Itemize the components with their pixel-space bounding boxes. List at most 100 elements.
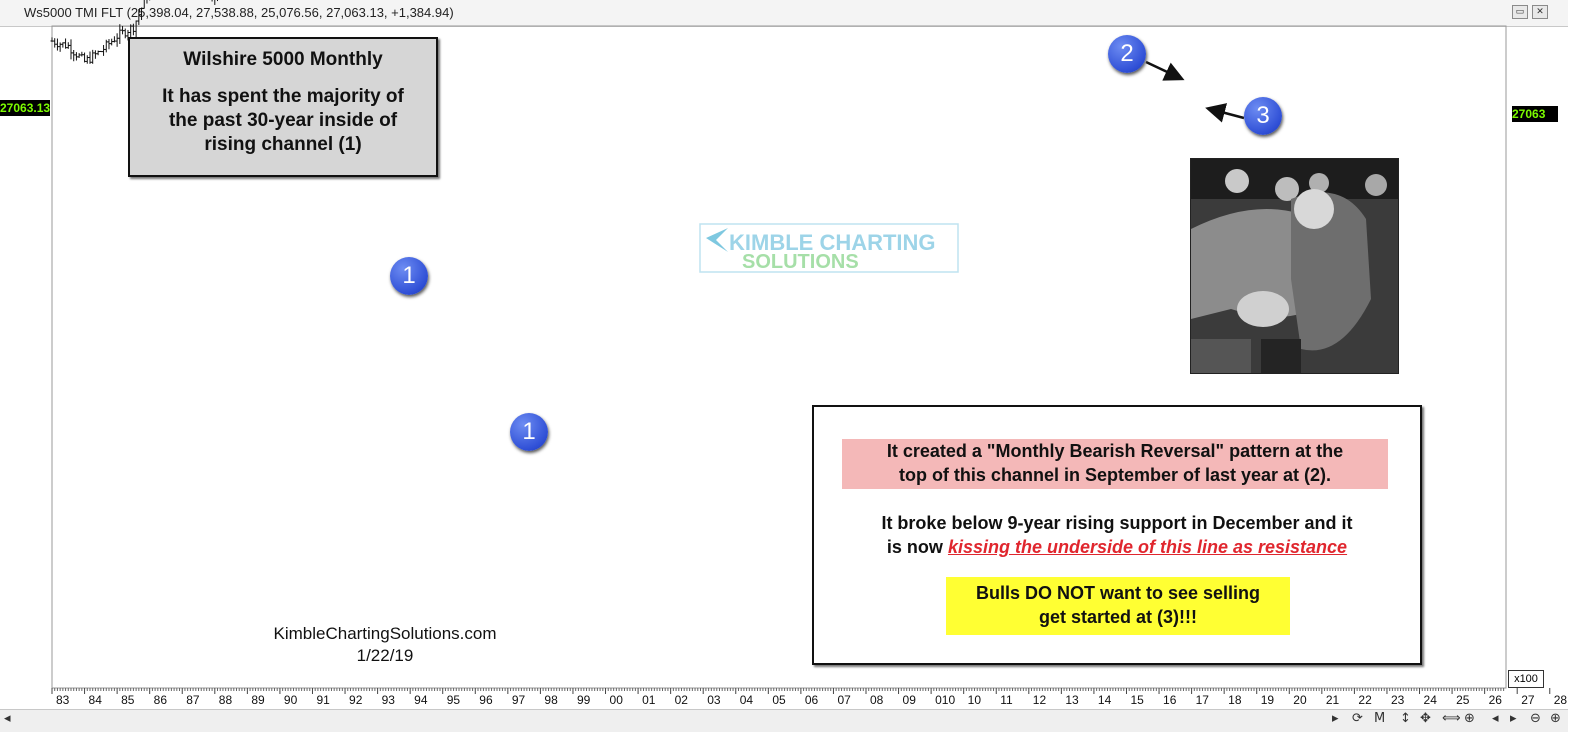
box-body-line: rising channel (1) — [204, 134, 362, 155]
x-tick-label: 85 — [121, 693, 135, 707]
watermark-logo-icon — [706, 228, 728, 252]
highlight-yellow: Bulls DO NOT want to see selling get sta… — [946, 577, 1290, 635]
x-tick-label: 87 — [186, 693, 200, 707]
x-tick-label: 16 — [1163, 693, 1177, 707]
x-tick-label: 09 — [903, 693, 917, 707]
support-line-2: is now kissing the underside of this lin… — [814, 535, 1420, 559]
x-tick-label: 010 — [935, 693, 955, 707]
x-tick-label: 83 — [56, 693, 70, 707]
x-tick-label: 11 — [1000, 693, 1013, 707]
marker-1-upper: 1 — [390, 257, 428, 295]
resistance-emphasis: kissing the underside of this line as re… — [947, 537, 1348, 557]
chart-date: 1/22/19 — [356, 646, 414, 665]
x-tick-label: 99 — [577, 693, 591, 707]
refresh-icon[interactable]: ⟳ — [1352, 711, 1363, 726]
x-tick-label: 97 — [512, 693, 526, 707]
next-icon[interactable]: ▸ — [1510, 711, 1517, 726]
x-tick-label: 08 — [870, 693, 884, 707]
scale-multiplier: x100 — [1508, 670, 1544, 688]
pink-line: It created a "Monthly Bearish Reversal" … — [886, 441, 1344, 461]
scroll-left-icon[interactable]: ◂ — [4, 711, 11, 726]
last-price-right: 27063 — [1512, 106, 1558, 122]
x-tick-label: 89 — [251, 693, 265, 707]
x-tick-label: 24 — [1424, 693, 1438, 707]
x-tick-label: 93 — [382, 693, 396, 707]
photo-image — [1191, 159, 1398, 373]
box-body-line: the past 30-year inside of — [168, 110, 398, 131]
yellow-line: get started at (3)!!! — [1038, 607, 1197, 627]
x-tick-label: 84 — [89, 693, 103, 707]
window-restore-icon[interactable]: ▭ — [1512, 5, 1528, 19]
x-tick-label: 27 — [1521, 693, 1535, 707]
zoom-out-icon[interactable]: ⊖ — [1530, 711, 1541, 726]
x-tick-label: 26 — [1489, 693, 1503, 707]
yellow-line: Bulls DO NOT want to see selling — [975, 583, 1261, 603]
watermark-text-2: SOLUTIONS — [742, 251, 859, 273]
support-prefix: is now — [886, 537, 948, 557]
x-tick-label: 98 — [544, 693, 558, 707]
x-tick-label: 15 — [1130, 693, 1144, 707]
x-tick-label: 03 — [707, 693, 721, 707]
marker-3: 3 — [1244, 97, 1282, 135]
prev-icon[interactable]: ◂ — [1492, 711, 1499, 726]
marker-1-lower: 1 — [510, 413, 548, 451]
x-tick-label: 88 — [219, 693, 233, 707]
bottom-toolbar — [0, 709, 1568, 732]
highlight-pink: It created a "Monthly Bearish Reversal" … — [842, 439, 1388, 489]
scroll-right-icon[interactable]: ▸ — [1332, 711, 1339, 726]
vertical-resize-icon[interactable]: ↕ — [1400, 711, 1411, 726]
box-title: Wilshire 5000 Monthly — [183, 49, 383, 70]
x-tick-label: 01 — [642, 693, 656, 707]
watermark-text: KIMBLE CHARTING — [729, 230, 936, 255]
last-price-left: 27063.13 — [0, 100, 51, 116]
x-tick-label: 06 — [805, 693, 819, 707]
x-tick-label: 13 — [1065, 693, 1079, 707]
monthly-toggle-icon[interactable]: M — [1374, 711, 1386, 726]
credit-text: KimbleChartingSolutions.com — [273, 624, 497, 643]
x-tick-label: 94 — [414, 693, 428, 707]
chart-title: Ws5000 TMI FLT (25,398.04, 27,538.88, 25… — [24, 5, 454, 20]
support-text: It broke below 9-year rising support in … — [814, 511, 1420, 559]
x-tick-label: 86 — [154, 693, 168, 707]
move-icon[interactable]: ✥ — [1420, 711, 1431, 726]
credit-block: KimbleChartingSolutions.com 1/22/19 — [240, 623, 530, 667]
x-tick-label: 23 — [1391, 693, 1405, 707]
pink-line: top of this channel in September of last… — [898, 465, 1332, 485]
watermark-frame — [699, 223, 959, 273]
x-tick-label: 28 — [1554, 693, 1568, 707]
x-tick-label: 14 — [1098, 693, 1112, 707]
x-tick-label: 07 — [837, 693, 851, 707]
kissing-photo — [1190, 158, 1399, 374]
x-tick-label: 10 — [968, 693, 982, 707]
box-body-line: It has spent the majority of — [162, 86, 404, 107]
x-tick-label: 95 — [447, 693, 461, 707]
x-tick-label: 12 — [1033, 693, 1047, 707]
x-tick-label: 22 — [1358, 693, 1372, 707]
box-body: It has spent the majority of the past 30… — [130, 85, 436, 157]
x-tick-label: 25 — [1456, 693, 1470, 707]
x-tick-label: 18 — [1228, 693, 1242, 707]
fit-icon[interactable]: ⟺ — [1442, 711, 1461, 726]
zoom-in-icon-2[interactable]: ⊕ — [1550, 711, 1561, 726]
info-box-reversal: It created a "Monthly Bearish Reversal" … — [812, 405, 1422, 665]
arrow-to-support — [1205, 103, 1245, 123]
x-tick-label: 00 — [610, 693, 624, 707]
x-tick-label: 05 — [772, 693, 786, 707]
zoom-in-icon[interactable]: ⊕ — [1464, 711, 1475, 726]
window-close-icon[interactable]: ✕ — [1532, 5, 1548, 19]
x-tick-label: 20 — [1293, 693, 1307, 707]
x-tick-label: 96 — [479, 693, 493, 707]
arrow-to-top — [1145, 60, 1185, 81]
x-tick-label: 91 — [316, 693, 330, 707]
x-tick-label: 17 — [1196, 693, 1210, 707]
info-box-channel: Wilshire 5000 Monthly It has spent the m… — [128, 37, 438, 177]
x-tick-label: 04 — [740, 693, 754, 707]
marker-2: 2 — [1108, 35, 1146, 73]
x-tick-label: 90 — [284, 693, 298, 707]
x-tick-label: 19 — [1261, 693, 1275, 707]
x-tick-label: 02 — [675, 693, 689, 707]
support-line: It broke below 9-year rising support in … — [881, 513, 1353, 533]
x-tick-label: 21 — [1326, 693, 1340, 707]
